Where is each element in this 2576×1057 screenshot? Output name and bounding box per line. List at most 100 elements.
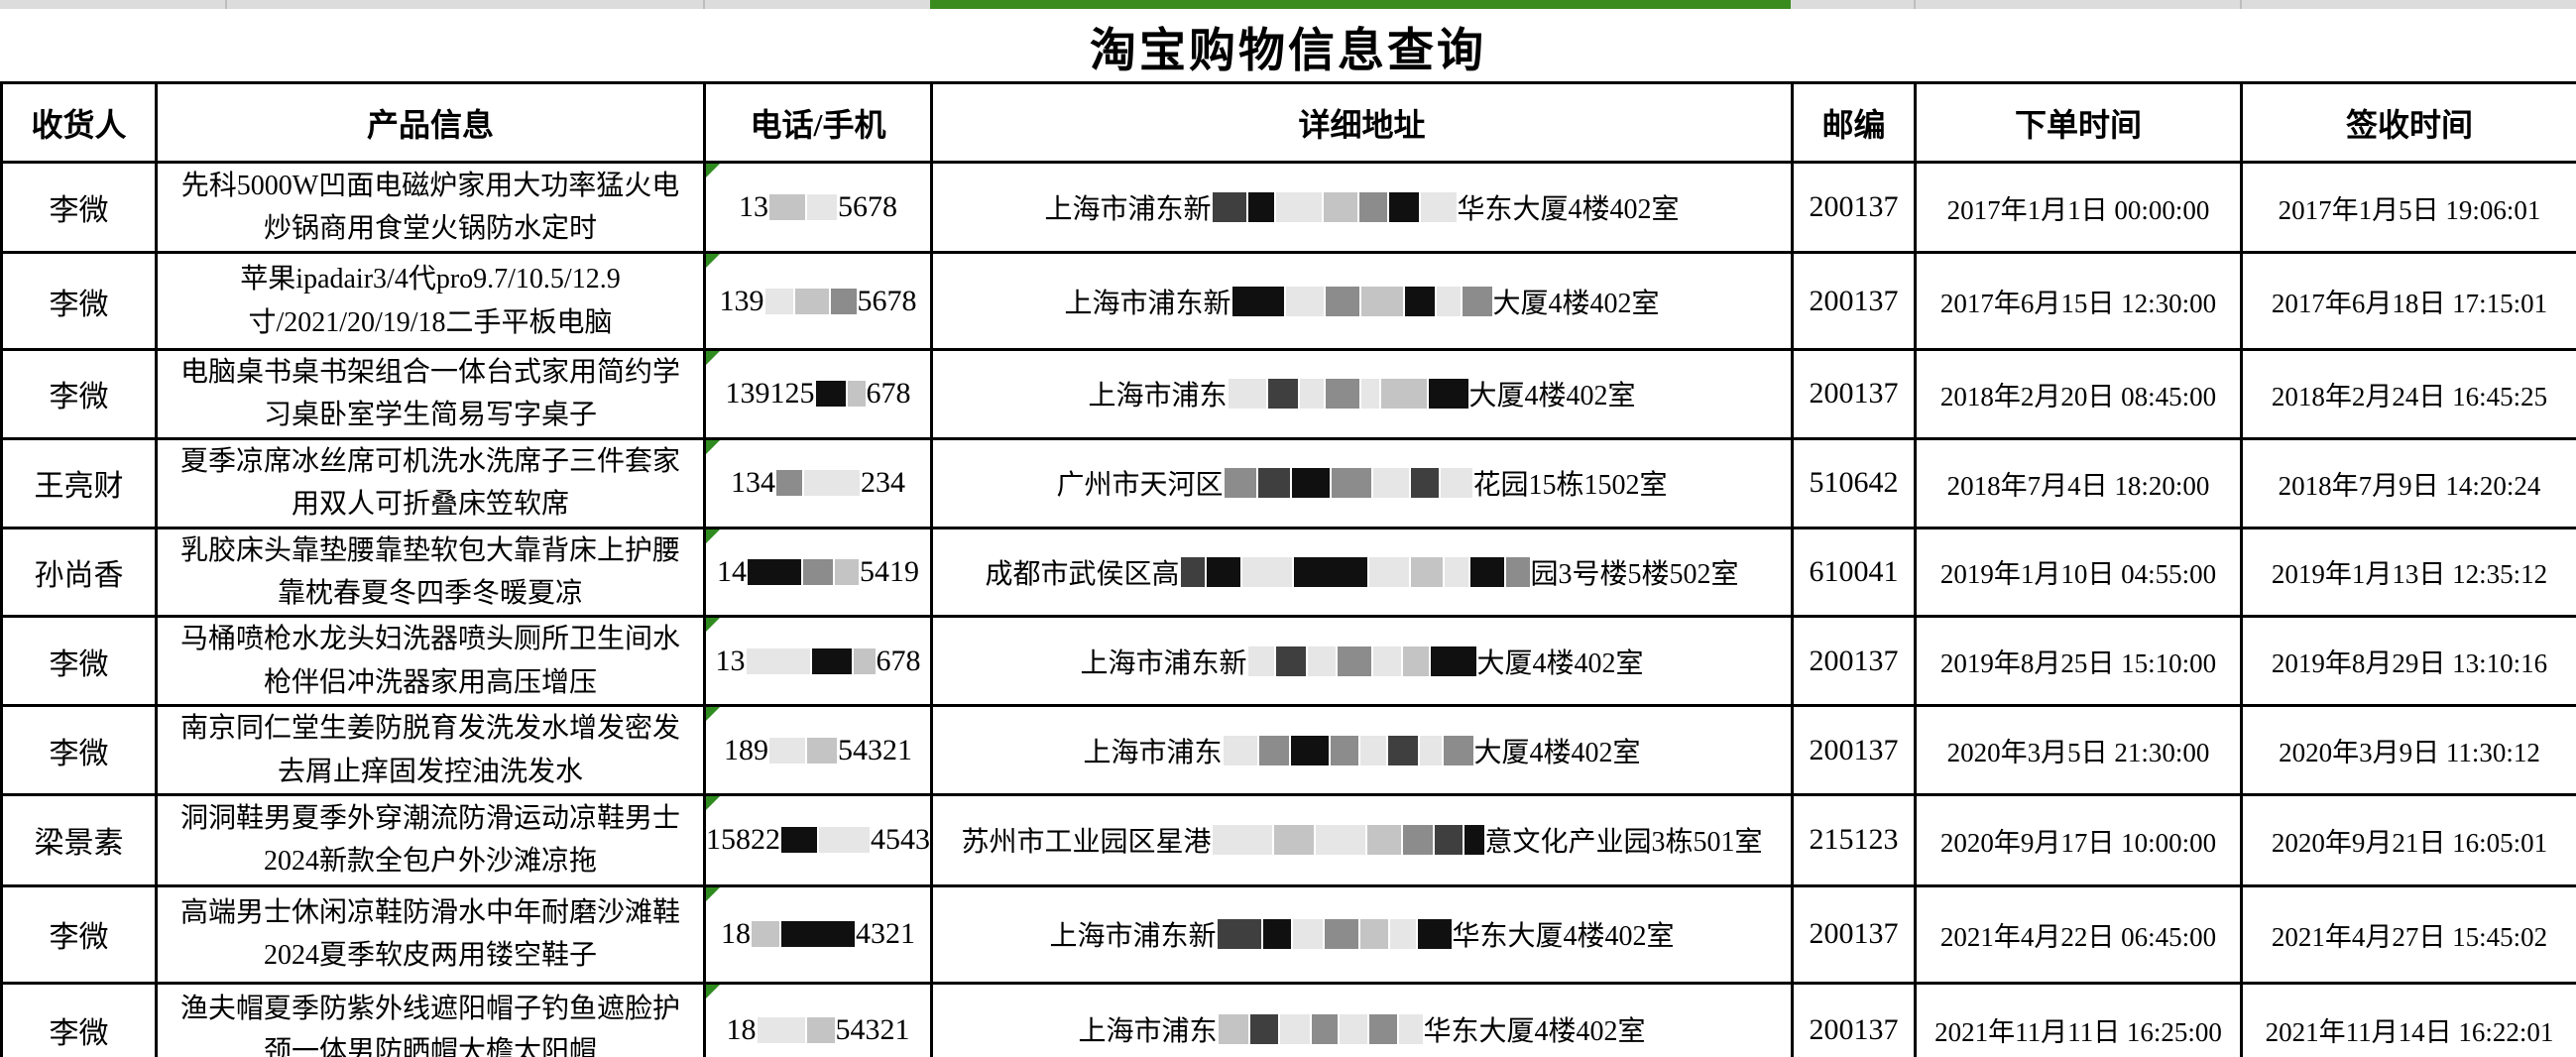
zip-cell[interactable]: 200137 — [1791, 161, 1917, 254]
text-fragment: 意文化产业园3栋501室 — [1484, 827, 1763, 859]
product-cell[interactable]: 乳胶床头靠垫腰靠垫软包大靠背床上护腰靠枕春夏冬四季冬暖夏凉 — [155, 526, 706, 619]
product-cell[interactable]: 苹果ipadair3/4代pro9.7/10.5/12.9寸/2021/20/1… — [155, 251, 706, 351]
recipient-cell[interactable]: 李微 — [0, 615, 158, 708]
product-cell[interactable]: 洞洞鞋男夏季外穿潮流防滑运动凉鞋男士2024新款全包户外沙滩凉拖 — [155, 792, 706, 887]
sign-time-cell[interactable]: 2019年1月13日 12:35:12 — [2240, 526, 2576, 619]
text-fragment: 5678 — [857, 284, 917, 317]
text-fragment: 广州市天河区 — [1056, 470, 1224, 502]
redaction-box — [1366, 825, 1401, 856]
redaction-box — [769, 194, 805, 220]
text-fragment: 139 — [719, 284, 764, 317]
order-time-cell[interactable]: 2020年9月17日 10:00:00 — [1914, 792, 2243, 887]
redacted-text: 18 54321 — [708, 1012, 929, 1047]
address-cell[interactable]: 广州市天河区 花园15栋1502室 — [930, 436, 1794, 529]
address-cell[interactable]: 上海市浦东 大厦4楼402室 — [930, 348, 1794, 440]
order-time-cell[interactable]: 2019年1月10日 04:55:00 — [1914, 526, 2243, 619]
text-fragment: 54321 — [838, 733, 912, 766]
phone-cell[interactable]: 13 678 — [703, 615, 933, 708]
order-time-cell[interactable]: 2019年8月25日 15:10:00 — [1914, 615, 2243, 708]
column-header-address[interactable]: 详细地址 — [930, 81, 1794, 164]
phone-cell[interactable]: 134 234 — [703, 436, 933, 529]
sign-time-cell[interactable]: 2017年1月5日 19:06:01 — [2240, 161, 2576, 254]
zip-cell[interactable]: 200137 — [1791, 883, 1917, 985]
recipient-cell[interactable]: 孙尚香 — [0, 526, 158, 619]
phone-cell[interactable]: 13 5678 — [703, 161, 933, 254]
column-header-recipient[interactable]: 收货人 — [0, 81, 158, 164]
address-cell[interactable]: 上海市浦东新 大厦4楼402室 — [930, 615, 1794, 708]
grid-tick — [1914, 0, 1916, 9]
address-cell[interactable]: 成都市武侯区高 园3号楼5楼502室 — [930, 526, 1794, 619]
phone-cell[interactable]: 18 4321 — [703, 883, 933, 985]
column-header-order-time[interactable]: 下单时间 — [1914, 81, 2243, 164]
zip-cell[interactable]: 200137 — [1791, 348, 1917, 440]
zip-cell[interactable]: 510642 — [1791, 436, 1917, 529]
redaction-box — [1443, 735, 1473, 765]
phone-cell[interactable]: 14 5419 — [703, 526, 933, 619]
sign-time-cell[interactable]: 2018年2月24日 16:45:25 — [2240, 348, 2576, 440]
order-time-cell[interactable]: 2017年6月15日 12:30:00 — [1914, 251, 2243, 351]
sign-time-cell[interactable]: 2019年8月29日 13:10:16 — [2240, 615, 2576, 708]
grid-tick — [2240, 0, 2242, 9]
column-header-product[interactable]: 产品信息 — [155, 81, 706, 164]
orders-table: 收货人 产品信息 电话/手机 详细地址 邮编 下单时间 签收时间 李微 先科5000W凹面电磁… — [0, 81, 2576, 1057]
text-fragment: 18 — [726, 1012, 757, 1046]
sign-time-cell[interactable]: 2020年9月21日 16:05:01 — [2240, 792, 2576, 887]
phone-cell[interactable]: 189 54321 — [703, 704, 933, 796]
order-time-cell[interactable]: 2021年11月11日 16:25:00 — [1914, 981, 2243, 1057]
address-cell[interactable]: 上海市浦东 华东大厦4楼402室 — [930, 981, 1794, 1057]
recipient-cell[interactable]: 李微 — [0, 251, 158, 351]
redaction-box — [1372, 468, 1409, 499]
redacted-text: 上海市浦东新 华东大厦4楼402室 — [935, 914, 1790, 954]
column-header-phone[interactable]: 电话/手机 — [703, 81, 933, 164]
address-cell[interactable]: 上海市浦东 大厦4楼402室 — [930, 704, 1794, 796]
zip-cell[interactable]: 200137 — [1791, 704, 1917, 796]
recipient-cell[interactable]: 李微 — [0, 348, 158, 440]
order-time-cell[interactable]: 2018年7月4日 18:20:00 — [1914, 436, 2243, 529]
zip-cell[interactable]: 215123 — [1791, 792, 1917, 887]
phone-cell[interactable]: 139125 678 — [703, 348, 933, 440]
zip-cell[interactable]: 200137 — [1791, 981, 1917, 1057]
column-header-zip[interactable]: 邮编 — [1791, 81, 1917, 164]
product-cell[interactable]: 高端男士休闲凉鞋防滑水中年耐磨沙滩鞋2024夏季软皮两用镂空鞋子 — [155, 883, 706, 985]
recipient-cell[interactable]: 李微 — [0, 704, 158, 796]
text-fragment: 139125 — [725, 377, 815, 411]
page-title: 淘宝购物信息查询 — [1090, 26, 1486, 77]
zip-cell[interactable]: 200137 — [1791, 615, 1917, 708]
product-cell[interactable]: 马桶喷枪水龙头妇洗器喷头厕所卫生间水枪伴侣冲洗器家用高压增压 — [155, 615, 706, 708]
address-cell[interactable]: 上海市浦东新 大厦4楼402室 — [930, 251, 1794, 351]
order-time-cell[interactable]: 2020年3月5日 21:30:00 — [1914, 704, 2243, 796]
product-cell[interactable]: 电脑桌书桌书架组合一体台式家用简约学习桌卧室学生简易写字桌子 — [155, 348, 706, 440]
order-time-cell[interactable]: 2018年2月20日 08:45:00 — [1914, 348, 2243, 440]
product-cell[interactable]: 夏季凉席冰丝席可机洗水洗席子三件套家用双人可折叠床笠软席 — [155, 436, 706, 529]
product-cell[interactable]: 先科5000W凹面电磁炉家用大功率猛火电炒锅商用食堂火锅防水定时 — [155, 161, 706, 254]
sign-time-cell[interactable]: 2018年7月9日 14:20:24 — [2240, 436, 2576, 529]
redaction-box — [1299, 379, 1324, 410]
product-cell[interactable]: 渔夫帽夏季防紫外线遮阳帽子钓鱼遮脸护颈一体男防晒帽大檐太阳帽 — [155, 981, 706, 1057]
phone-cell[interactable]: 18 54321 — [703, 981, 933, 1057]
order-time-cell[interactable]: 2021年4月22日 06:45:00 — [1914, 883, 2243, 985]
sign-time-cell[interactable]: 2021年11月14日 16:22:01 — [2240, 981, 2576, 1057]
address-cell[interactable]: 上海市浦东新 华东大厦4楼402室 — [930, 883, 1794, 985]
sign-time-cell[interactable]: 2020年3月9日 11:30:12 — [2240, 704, 2576, 796]
phone-cell[interactable]: 15822 4543 — [703, 792, 933, 887]
zip-cell[interactable]: 200137 — [1791, 251, 1917, 351]
redaction-box — [1325, 379, 1359, 410]
column-header-sign-time[interactable]: 签收时间 — [2240, 81, 2576, 164]
sign-time-cell[interactable]: 2017年6月18日 17:15:01 — [2240, 251, 2576, 351]
recipient-cell[interactable]: 王亮财 — [0, 436, 158, 529]
sign-time-cell[interactable]: 2021年4月27日 15:45:02 — [2240, 883, 2576, 985]
recipient-cell[interactable]: 梁景素 — [0, 792, 158, 887]
redaction-box — [1323, 192, 1357, 222]
product-cell[interactable]: 南京同仁堂生姜防脱育发洗发水增发密发去屑止痒固发控油洗发水 — [155, 704, 706, 796]
recipient-cell[interactable]: 李微 — [0, 161, 158, 254]
redaction-box — [1430, 646, 1476, 676]
phone-cell[interactable]: 139 5678 — [703, 251, 933, 351]
recipient-cell[interactable]: 李微 — [0, 981, 158, 1057]
zip-cell[interactable]: 610041 — [1791, 526, 1917, 619]
redaction-box — [1311, 1013, 1338, 1044]
address-cell[interactable]: 苏州市工业园区星港 意文化产业园3栋501室 — [930, 792, 1794, 887]
text-fragment: 华东大厦4楼402室 — [1452, 921, 1675, 953]
order-time-cell[interactable]: 2017年1月1日 00:00:00 — [1914, 161, 2243, 254]
address-cell[interactable]: 上海市浦东新 华东大厦4楼402室 — [930, 161, 1794, 254]
recipient-cell[interactable]: 李微 — [0, 883, 158, 985]
